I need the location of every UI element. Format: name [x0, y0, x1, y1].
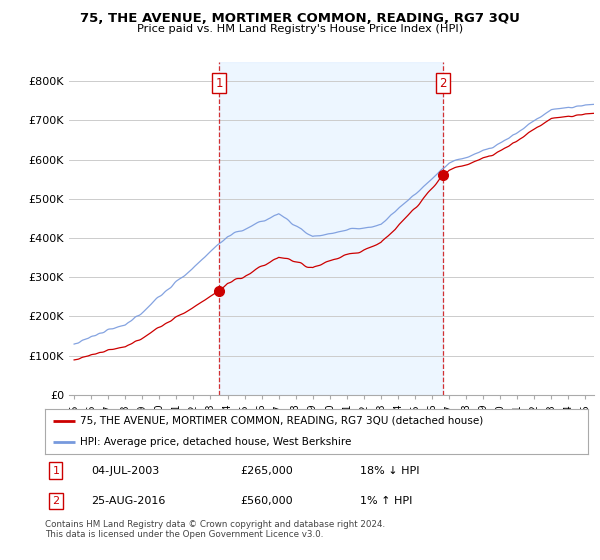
Text: 1: 1: [52, 465, 59, 475]
Text: HPI: Average price, detached house, West Berkshire: HPI: Average price, detached house, West…: [80, 436, 352, 446]
Text: 75, THE AVENUE, MORTIMER COMMON, READING, RG7 3QU: 75, THE AVENUE, MORTIMER COMMON, READING…: [80, 12, 520, 25]
Bar: [219, 62, 443, 395]
Text: 2: 2: [52, 496, 59, 506]
Text: 2: 2: [439, 77, 447, 90]
Text: £560,000: £560,000: [241, 496, 293, 506]
Text: 1% ↑ HPI: 1% ↑ HPI: [360, 496, 412, 506]
Text: 18% ↓ HPI: 18% ↓ HPI: [360, 465, 419, 475]
Text: £265,000: £265,000: [241, 465, 293, 475]
Text: 04-JUL-2003: 04-JUL-2003: [91, 465, 160, 475]
Text: Price paid vs. HM Land Registry's House Price Index (HPI): Price paid vs. HM Land Registry's House …: [137, 24, 463, 34]
Text: 1: 1: [215, 77, 223, 90]
Text: Contains HM Land Registry data © Crown copyright and database right 2024.
This d: Contains HM Land Registry data © Crown c…: [45, 520, 385, 539]
Text: 75, THE AVENUE, MORTIMER COMMON, READING, RG7 3QU (detached house): 75, THE AVENUE, MORTIMER COMMON, READING…: [80, 416, 484, 426]
Text: 25-AUG-2016: 25-AUG-2016: [91, 496, 166, 506]
